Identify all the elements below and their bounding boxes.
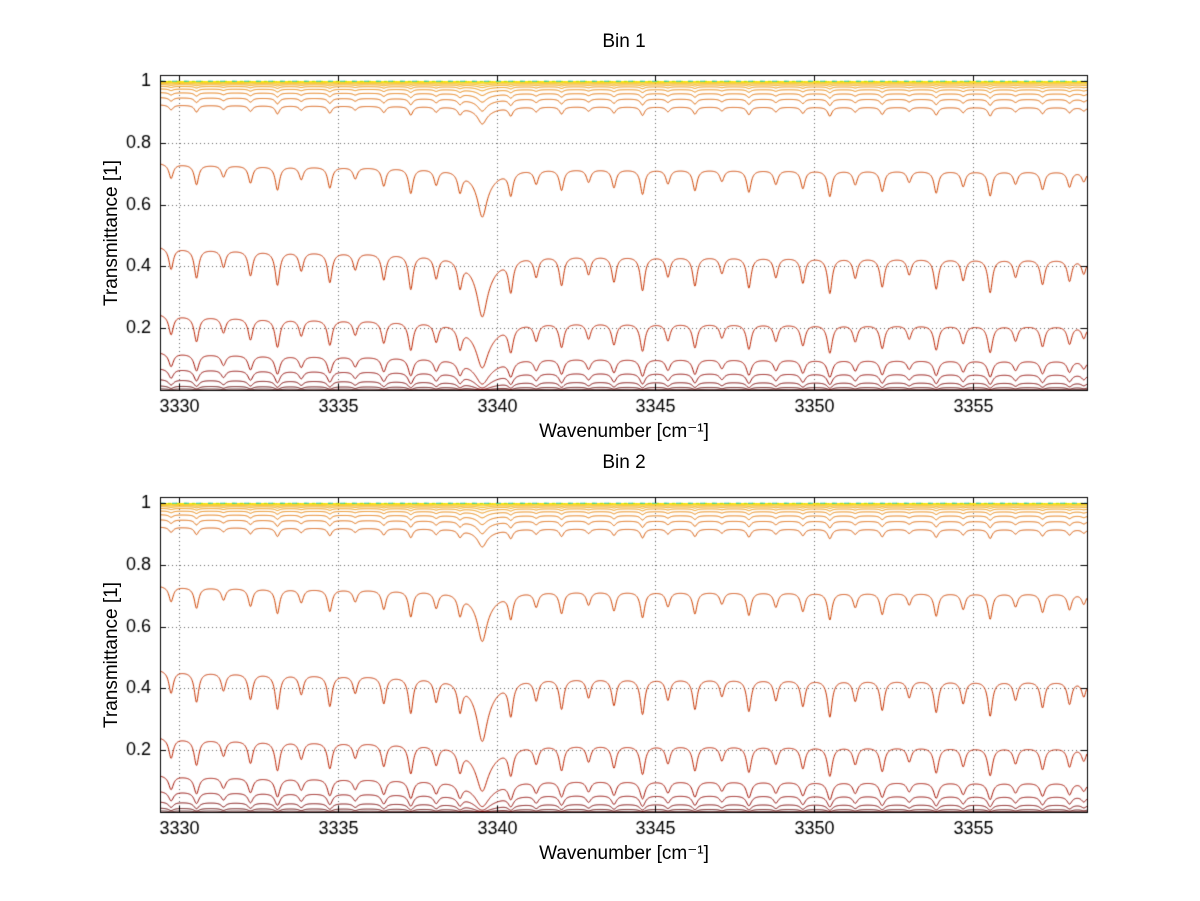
panel2-xaxis-label: Wavenumber [cm⁻¹] bbox=[539, 843, 709, 864]
panel2-yaxis-label: Transmittance [1] bbox=[101, 581, 122, 729]
panel2-title: Bin 2 bbox=[602, 452, 646, 473]
panel1-yaxis-label: Transmittance [1] bbox=[101, 159, 122, 307]
panel1-title: Bin 1 bbox=[602, 31, 646, 52]
panel1-xaxis-label: Wavenumber [cm⁻¹] bbox=[539, 421, 709, 442]
